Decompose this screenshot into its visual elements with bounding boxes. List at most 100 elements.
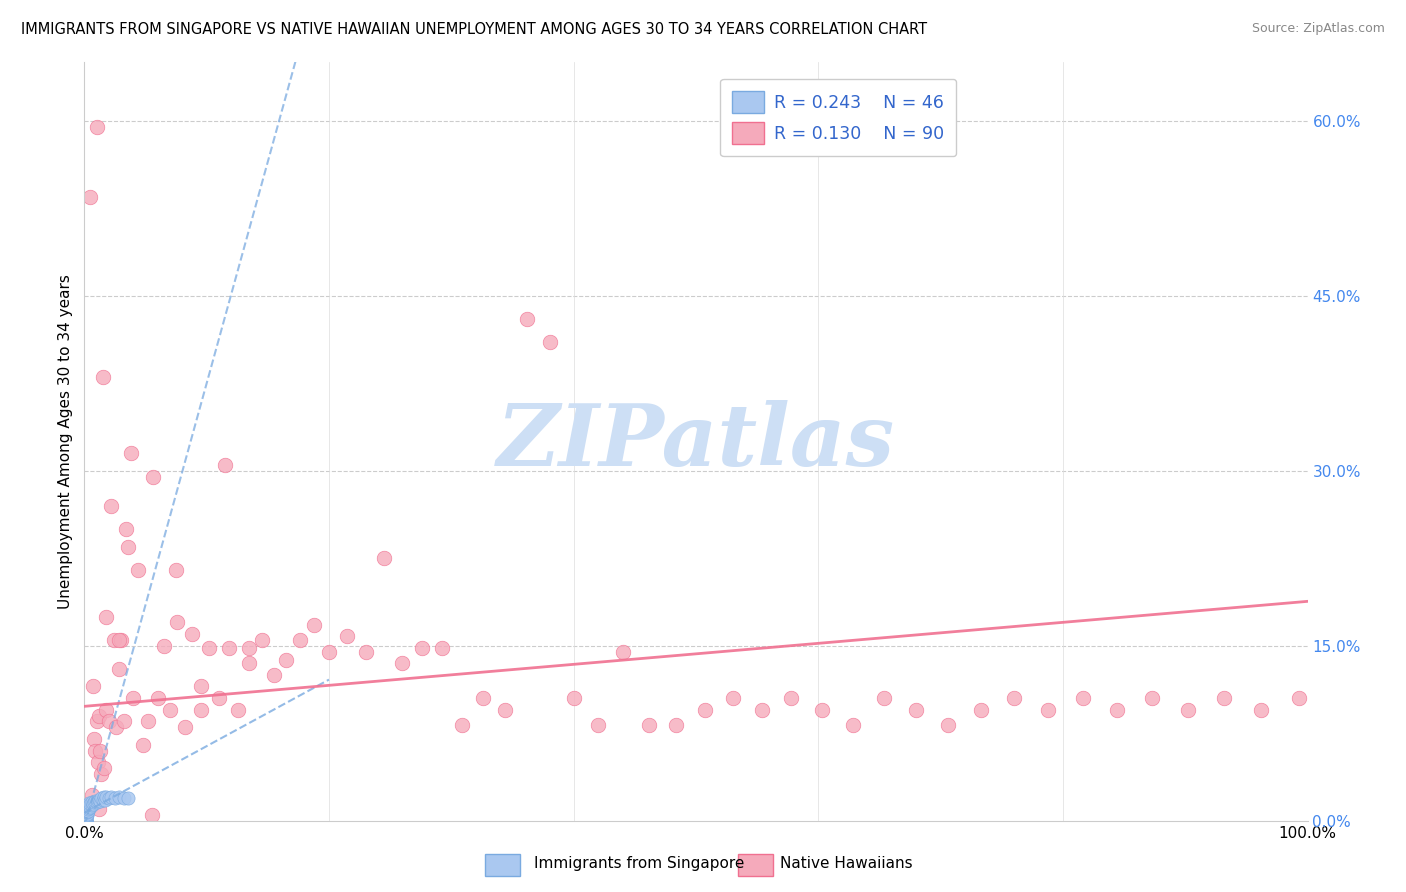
Point (472, 691, 495, 706)
Point (100, 790, 122, 805)
Point (107, 632, 129, 647)
Legend: R = 0.243    N = 46, R = 0.130    N = 90: R = 0.243 N = 46, R = 0.130 N = 90 (720, 78, 956, 156)
Point (132, 738, 155, 752)
Point (96, 703, 118, 717)
Point (538, 335, 561, 350)
Point (841, 718, 863, 732)
Point (190, 703, 212, 717)
Point (75, 814, 97, 828)
Point (612, 644, 634, 658)
Point (693, 703, 716, 717)
Point (494, 703, 516, 717)
Point (288, 632, 311, 647)
Point (96, 609, 118, 624)
Point (117, 540, 139, 554)
Point (136, 714, 159, 729)
Point (1071, 691, 1094, 706)
Point (391, 656, 413, 670)
Point (238, 656, 260, 670)
Point (104, 791, 127, 805)
Point (208, 691, 231, 706)
Point (82, 797, 104, 812)
Point (250, 632, 273, 647)
Point (75, 810, 97, 824)
Point (97, 714, 120, 729)
Text: Source: ZipAtlas.com: Source: ZipAtlas.com (1251, 22, 1385, 36)
Point (142, 469, 165, 483)
Point (165, 563, 187, 577)
Point (751, 703, 773, 717)
Point (77, 798, 100, 813)
Point (141, 807, 163, 822)
Point (90, 791, 112, 805)
Point (780, 691, 803, 706)
Point (76, 807, 98, 822)
Point (87, 792, 110, 806)
Point (91, 792, 114, 806)
Point (87, 756, 110, 770)
Point (1177, 703, 1199, 717)
Point (80, 788, 103, 802)
Point (1250, 703, 1272, 717)
Point (86, 795, 108, 809)
Point (276, 653, 298, 667)
Point (75, 814, 97, 828)
Point (411, 640, 433, 655)
Point (84, 744, 107, 758)
Point (905, 703, 928, 717)
Point (83, 795, 105, 809)
Point (112, 791, 135, 805)
Point (100, 499, 122, 513)
Point (873, 691, 896, 706)
Point (89, 744, 111, 758)
Point (430, 640, 453, 655)
Point (83, 731, 105, 746)
Point (1105, 703, 1128, 717)
Point (103, 632, 125, 647)
Point (936, 718, 959, 732)
Point (91, 370, 114, 384)
Text: IMMIGRANTS FROM SINGAPORE VS NATIVE HAWAIIAN UNEMPLOYMENT AMONG AGES 30 TO 34 YE: IMMIGRANTS FROM SINGAPORE VS NATIVE HAWA… (21, 22, 927, 37)
Point (105, 720, 128, 734)
Point (86, 120, 108, 134)
Point (77, 799, 100, 814)
Point (153, 639, 176, 653)
Point (87, 802, 110, 816)
Point (214, 458, 236, 472)
Point (79, 797, 101, 812)
Point (1002, 691, 1025, 706)
Point (110, 632, 132, 647)
Point (198, 640, 221, 655)
Point (93, 761, 115, 775)
Point (77, 801, 100, 815)
Point (218, 640, 240, 655)
Point (811, 703, 834, 717)
Point (75, 814, 97, 828)
Point (304, 617, 326, 632)
Text: ZIPatlas: ZIPatlas (496, 400, 896, 483)
Point (721, 691, 744, 706)
Point (122, 691, 145, 706)
Point (79, 799, 101, 814)
Point (77, 798, 100, 813)
Point (1038, 703, 1060, 717)
Point (1142, 691, 1164, 706)
Point (75, 809, 97, 823)
Point (516, 312, 538, 326)
Point (76, 803, 98, 817)
Point (373, 551, 395, 566)
Point (75, 813, 97, 827)
Point (93, 790, 115, 805)
Point (181, 627, 204, 641)
Point (263, 668, 285, 682)
Y-axis label: Unemployment Among Ages 30 to 34 years: Unemployment Among Ages 30 to 34 years (58, 274, 73, 609)
Point (1213, 691, 1236, 706)
Point (90, 767, 112, 781)
Point (166, 615, 188, 630)
Point (87, 708, 110, 723)
Point (117, 791, 139, 805)
Point (336, 629, 359, 643)
Point (228, 703, 250, 717)
Point (190, 680, 212, 694)
Point (451, 718, 474, 732)
